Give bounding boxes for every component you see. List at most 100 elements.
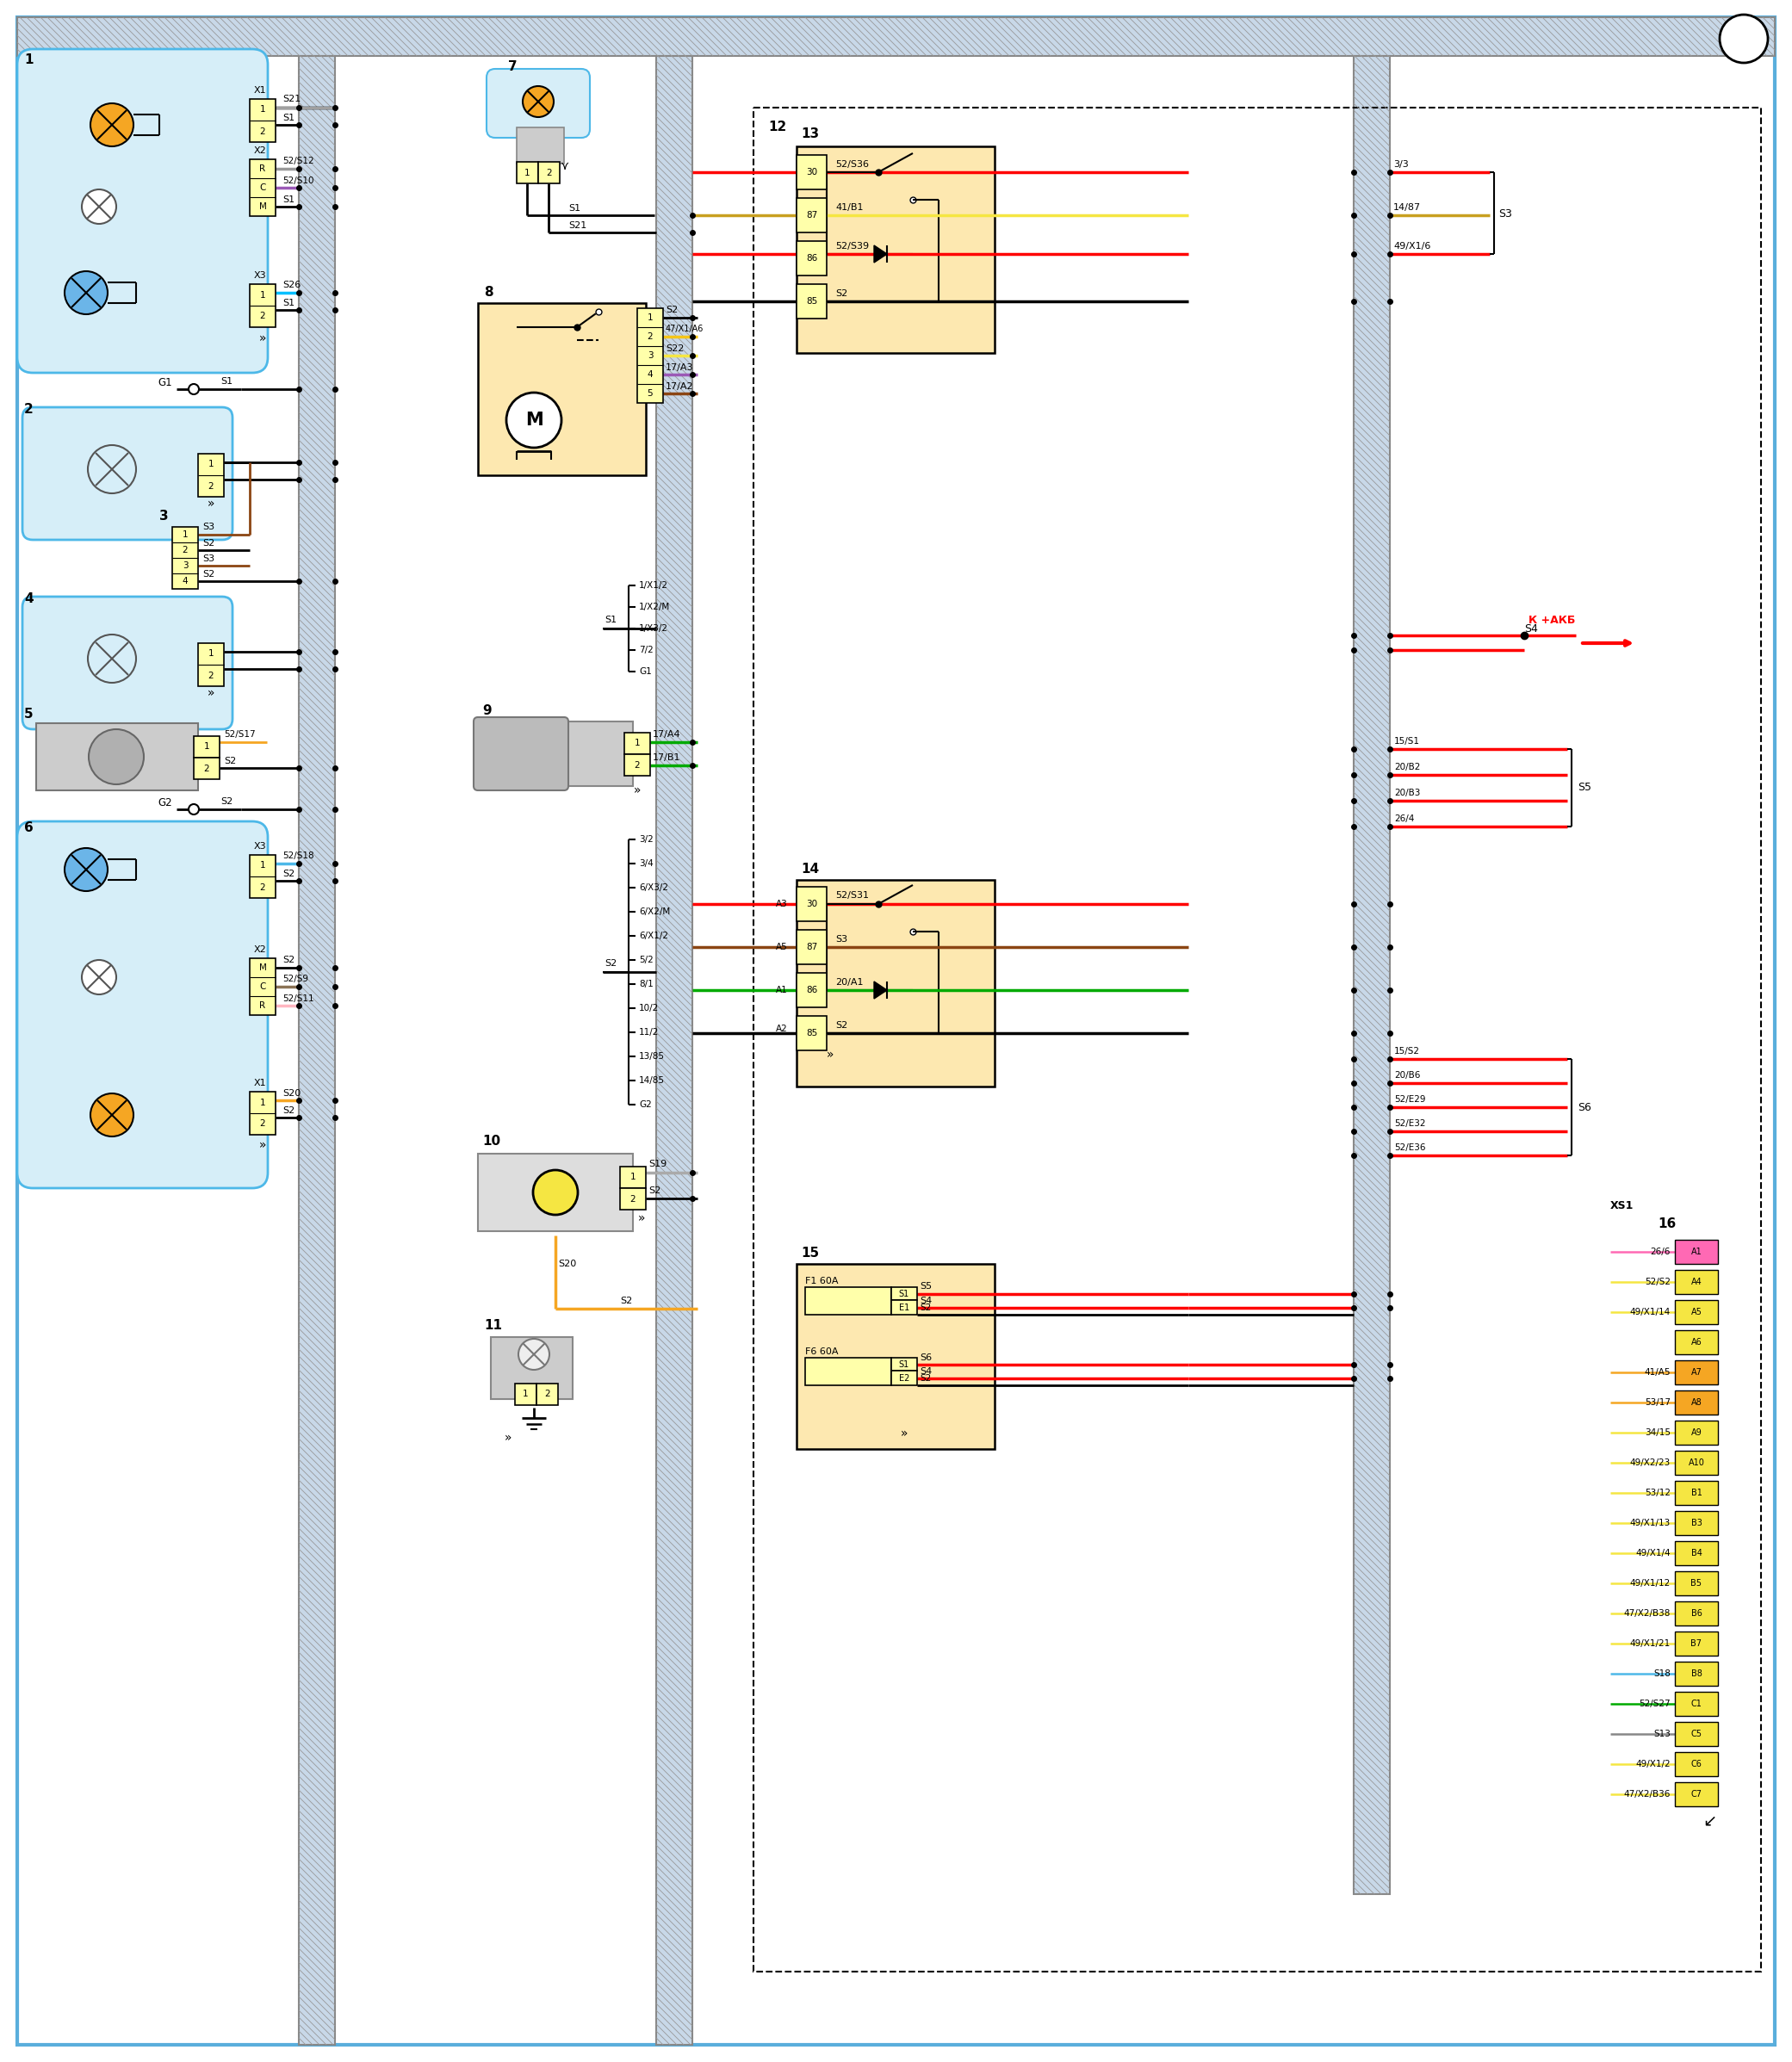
Text: A8: A8 xyxy=(1692,1398,1702,1406)
Text: B3: B3 xyxy=(1692,1520,1702,1528)
Text: 14/85: 14/85 xyxy=(640,1076,665,1085)
Text: S2: S2 xyxy=(620,1297,633,1305)
Text: S26: S26 xyxy=(283,280,301,289)
Text: 52/E29: 52/E29 xyxy=(1394,1095,1426,1103)
Bar xyxy=(805,1287,891,1316)
Bar xyxy=(1676,1511,1719,1534)
Text: 3/3: 3/3 xyxy=(1394,161,1409,169)
Text: S1: S1 xyxy=(900,1359,910,1369)
Bar xyxy=(536,1384,557,1404)
Text: C6: C6 xyxy=(1692,1759,1702,1769)
Bar xyxy=(249,159,276,217)
Text: C7: C7 xyxy=(1692,1790,1702,1798)
Text: B6: B6 xyxy=(1692,1608,1702,1619)
Bar xyxy=(199,454,224,497)
Text: M: M xyxy=(258,963,267,971)
Text: »: » xyxy=(208,497,215,509)
Text: A3: A3 xyxy=(776,899,788,909)
Bar xyxy=(516,128,564,163)
Text: S4: S4 xyxy=(919,1297,932,1305)
Bar xyxy=(796,973,826,1008)
Bar xyxy=(1676,1270,1719,1295)
Text: 1/X3/2: 1/X3/2 xyxy=(640,625,668,633)
Text: 7: 7 xyxy=(509,60,518,74)
Text: S2: S2 xyxy=(202,569,215,579)
Text: M: M xyxy=(525,412,543,429)
Text: 1: 1 xyxy=(260,862,265,870)
Bar xyxy=(249,856,276,897)
Text: 2: 2 xyxy=(208,670,213,680)
Text: 47/X2/B36: 47/X2/B36 xyxy=(1624,1790,1670,1798)
Text: 49/X1/4: 49/X1/4 xyxy=(1636,1549,1670,1557)
Bar xyxy=(891,1287,918,1299)
Text: 2: 2 xyxy=(208,483,213,491)
Bar xyxy=(514,1384,536,1404)
Bar xyxy=(891,1371,918,1386)
Bar xyxy=(1676,1540,1719,1565)
Bar xyxy=(249,99,276,142)
Text: 20/B2: 20/B2 xyxy=(1394,763,1421,771)
Text: S1: S1 xyxy=(283,113,294,122)
Text: 15/S1: 15/S1 xyxy=(1394,736,1419,746)
Text: 87: 87 xyxy=(806,210,817,219)
Text: 5: 5 xyxy=(647,390,652,398)
FancyBboxPatch shape xyxy=(18,49,267,373)
Bar xyxy=(796,198,826,233)
Text: »: » xyxy=(208,687,215,699)
Text: 1: 1 xyxy=(208,460,213,468)
Bar xyxy=(1676,1239,1719,1264)
Polygon shape xyxy=(874,982,887,998)
Bar xyxy=(1676,1691,1719,1716)
Text: 6/X1/2: 6/X1/2 xyxy=(640,932,668,940)
Text: G1: G1 xyxy=(158,377,172,390)
Text: 52/E32: 52/E32 xyxy=(1394,1120,1426,1128)
Text: S21: S21 xyxy=(568,221,586,229)
Text: 15/S2: 15/S2 xyxy=(1394,1047,1419,1056)
Text: S3: S3 xyxy=(202,555,215,563)
Text: 20/B6: 20/B6 xyxy=(1394,1070,1421,1080)
Bar xyxy=(796,285,826,318)
Circle shape xyxy=(188,804,199,814)
Text: A: A xyxy=(1738,31,1749,47)
Text: 85: 85 xyxy=(806,1029,817,1037)
Bar xyxy=(36,724,199,790)
Text: S2: S2 xyxy=(835,289,848,297)
Bar xyxy=(478,303,645,474)
Text: 52/S12: 52/S12 xyxy=(283,157,314,165)
Text: A10: A10 xyxy=(1688,1458,1704,1466)
Text: A9: A9 xyxy=(1692,1429,1702,1437)
Text: C5: C5 xyxy=(1692,1730,1702,1738)
Text: 52/S27: 52/S27 xyxy=(1640,1699,1670,1707)
Circle shape xyxy=(90,1093,133,1136)
Text: S22: S22 xyxy=(665,344,685,353)
Text: S21: S21 xyxy=(283,95,301,103)
Bar xyxy=(620,1167,645,1188)
Text: 6/X3/2: 6/X3/2 xyxy=(640,883,668,893)
Text: 85: 85 xyxy=(806,297,817,305)
Text: S4: S4 xyxy=(919,1367,932,1375)
Text: 86: 86 xyxy=(806,986,817,994)
Bar xyxy=(1676,1299,1719,1324)
Text: 2: 2 xyxy=(260,311,265,322)
Text: S6: S6 xyxy=(919,1353,932,1363)
Bar xyxy=(805,1357,891,1386)
Circle shape xyxy=(90,103,133,146)
Text: 53/17: 53/17 xyxy=(1645,1398,1670,1406)
Text: »: » xyxy=(634,784,642,796)
Text: 41/B1: 41/B1 xyxy=(835,204,864,212)
Text: S2: S2 xyxy=(283,1107,294,1116)
Text: S2: S2 xyxy=(202,538,215,548)
Text: 1: 1 xyxy=(523,1390,529,1398)
Text: S3: S3 xyxy=(1498,208,1512,219)
Bar xyxy=(538,161,559,184)
Text: X3: X3 xyxy=(254,272,267,280)
Text: S2: S2 xyxy=(919,1373,932,1384)
Text: 8/1: 8/1 xyxy=(640,979,654,988)
Text: C1: C1 xyxy=(1692,1699,1702,1707)
Text: 49/X1/13: 49/X1/13 xyxy=(1631,1520,1670,1528)
Text: 3: 3 xyxy=(647,351,652,361)
Text: 20/A1: 20/A1 xyxy=(835,977,864,986)
Bar xyxy=(1676,1421,1719,1445)
Text: »: » xyxy=(901,1427,909,1439)
Text: 2: 2 xyxy=(260,1120,265,1128)
